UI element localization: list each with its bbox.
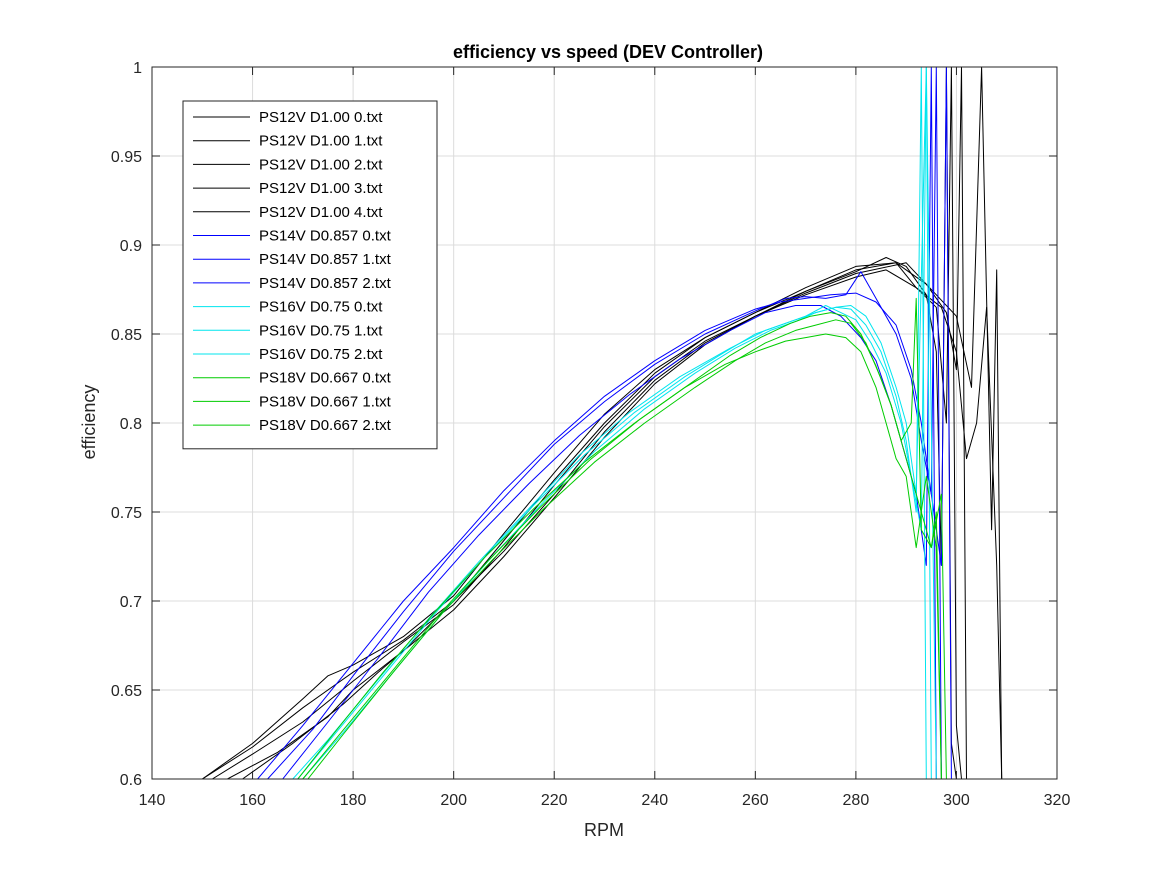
legend-label: PS14V D0.857 1.txt — [259, 251, 392, 268]
ticks — [151, 66, 1058, 780]
x-tick-label: 320 — [1044, 792, 1071, 809]
y-tick-label: 0.75 — [111, 505, 142, 522]
legend-label: PS16V D0.75 1.txt — [259, 322, 383, 339]
legend-label: PS18V D0.667 2.txt — [259, 417, 392, 434]
y-tick-label: 0.6 — [120, 772, 142, 789]
legend-label: PS18V D0.667 0.txt — [259, 370, 392, 387]
y-tick-label: 0.7 — [120, 594, 142, 611]
series-line-3 — [227, 67, 1003, 779]
legend-label: PS14V D0.857 0.txt — [259, 228, 392, 245]
x-tick-label: 260 — [742, 792, 769, 809]
x-tick-label: 160 — [239, 792, 266, 809]
x-tick-label: 180 — [340, 792, 367, 809]
chart-title: efficiency vs speed (DEV Controller) — [453, 42, 763, 62]
x-tick-label: 280 — [843, 792, 870, 809]
x-tick-label: 300 — [943, 792, 970, 809]
legend-label: PS12V D1.00 4.txt — [259, 204, 383, 221]
y-tick-label: 0.9 — [120, 238, 142, 255]
y-tick-label: 1 — [133, 60, 142, 77]
series-line-9 — [302, 67, 932, 779]
legend-label: PS16V D0.75 2.txt — [259, 346, 383, 363]
legend-label: PS12V D1.00 0.txt — [259, 109, 383, 126]
legend-label: PS12V D1.00 3.txt — [259, 180, 383, 197]
series-line-6 — [267, 67, 942, 779]
series-layer — [202, 67, 1003, 779]
y-axis-label: efficiency — [79, 385, 99, 460]
x-axis-label: RPM — [584, 820, 624, 840]
x-tick-label: 220 — [541, 792, 568, 809]
x-tick-label: 240 — [641, 792, 668, 809]
legend-label: PS12V D1.00 2.txt — [259, 156, 383, 173]
series-line-11 — [297, 333, 942, 779]
series-line-5 — [257, 67, 952, 779]
legend-box — [182, 100, 438, 450]
tick-labels: 140 160 180 200 220 240 260 280 300 320 0.6 0.65 0.7… — [111, 60, 1071, 809]
legend: PS12V D1.00 0.txt PS12V D1.00 1.txt PS12V … — [182, 100, 438, 450]
y-tick-label: 0.8 — [120, 416, 142, 433]
x-tick-label: 200 — [440, 792, 467, 809]
y-tick-label: 0.95 — [111, 149, 142, 166]
legend-label: PS14V D0.857 2.txt — [259, 275, 392, 292]
x-tick-label: 140 — [139, 792, 166, 809]
legend-label: PS18V D0.667 1.txt — [259, 393, 392, 410]
legend-label: PS16V D0.75 0.txt — [259, 299, 383, 316]
series-line-12 — [307, 319, 942, 779]
legend-label: PS12V D1.00 1.txt — [259, 133, 383, 150]
y-tick-label: 0.65 — [111, 683, 142, 700]
series-line-13 — [302, 297, 947, 779]
y-tick-label: 0.85 — [111, 327, 142, 344]
series-line-1 — [202, 67, 962, 779]
